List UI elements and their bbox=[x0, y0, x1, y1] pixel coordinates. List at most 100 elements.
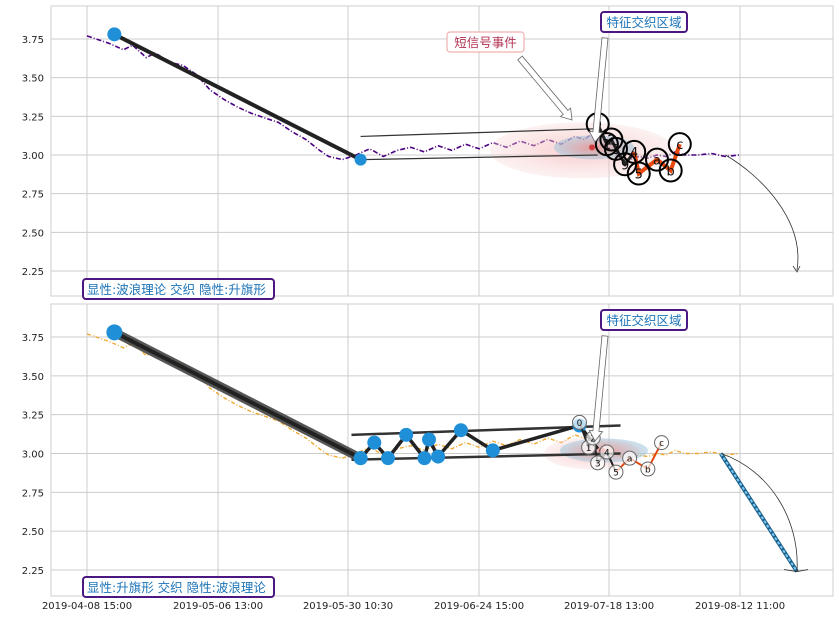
flag-lower-line bbox=[351, 452, 621, 461]
bottom-y-tick-labels: 2.25 2.50 2.75 3.00 3.25 3.50 3.75 bbox=[22, 333, 44, 577]
flag-upper-line bbox=[360, 128, 598, 138]
wave-impulse-path bbox=[596, 123, 636, 168]
wave-label-circle bbox=[599, 444, 615, 460]
wave-label-circle bbox=[571, 414, 587, 430]
caption-text: 显性:波浪理论 交织 隐性:升旗形 bbox=[87, 282, 266, 297]
wave-label-circle bbox=[608, 464, 624, 480]
projection-curve bbox=[725, 154, 799, 271]
wave-label-2: 2 bbox=[607, 134, 615, 149]
wave-correction-path bbox=[615, 442, 663, 473]
annotation-arrow bbox=[588, 335, 609, 442]
wave-label-circle bbox=[654, 435, 670, 451]
wave-label-2: 2 bbox=[590, 434, 596, 444]
annotation-arrow bbox=[517, 55, 573, 121]
y-tick-label: 3.00 bbox=[22, 450, 44, 461]
flag-marker bbox=[422, 432, 436, 447]
flag-marker bbox=[453, 423, 468, 438]
wave-label-1: 1 bbox=[586, 444, 592, 454]
wave-end-marker bbox=[354, 153, 367, 166]
y-tick-label: 3.25 bbox=[22, 411, 44, 422]
wave-label-circle bbox=[622, 450, 638, 466]
wave-end-marker bbox=[353, 451, 368, 466]
annotation-box bbox=[446, 31, 525, 53]
annotation-box bbox=[600, 309, 688, 331]
flag-marker bbox=[417, 451, 432, 466]
wave-start-marker bbox=[106, 324, 123, 341]
y-tick-label: 3.75 bbox=[22, 333, 44, 344]
y-tick-label: 2.50 bbox=[22, 228, 44, 239]
ellipse-center-dot bbox=[589, 144, 595, 151]
wave-label-circle bbox=[658, 158, 683, 183]
x-tick-label: 2019-06-24 15:00 bbox=[434, 601, 524, 612]
y-tick-label: 2.75 bbox=[22, 488, 44, 499]
top-elliptic-wave: 0123945abc bbox=[585, 112, 692, 186]
wave-label-4: 4 bbox=[604, 448, 610, 458]
wave-label-3: 3 bbox=[595, 459, 601, 469]
wave-label-a: a bbox=[627, 455, 633, 465]
bottom-pattern-lines bbox=[106, 324, 621, 466]
wave-correction-path bbox=[632, 143, 682, 178]
projection-arrowhead bbox=[783, 569, 809, 572]
projection-arrowhead bbox=[792, 265, 801, 273]
annotation-box bbox=[600, 11, 688, 33]
wave-label-circle bbox=[626, 161, 651, 186]
top-plot-area bbox=[50, 5, 834, 297]
y-tick-label: 2.25 bbox=[22, 267, 44, 278]
y-tick-label: 3.50 bbox=[22, 372, 44, 383]
projection-line bbox=[719, 452, 798, 573]
wave-trend-line bbox=[113, 32, 362, 162]
y-tick-label: 3.25 bbox=[22, 112, 44, 123]
wave-label-c: c bbox=[676, 138, 683, 153]
feature-region-label: 特征交织区域 bbox=[606, 15, 681, 30]
wave-label-circle bbox=[667, 132, 692, 157]
wave-label-9: 9 bbox=[621, 158, 629, 173]
y-tick-label: 3.75 bbox=[22, 35, 44, 46]
annotation-arrow bbox=[588, 37, 609, 143]
caption-text: 显性:升旗形 交织 隐性:波浪理论 bbox=[87, 580, 266, 595]
caption-box bbox=[82, 278, 275, 300]
y-tick-label: 3.00 bbox=[22, 151, 44, 162]
wave-label-5: 5 bbox=[635, 168, 643, 183]
top-pattern-lines bbox=[107, 27, 598, 166]
wave-trend-line bbox=[113, 330, 362, 460]
wave-label-3: 3 bbox=[612, 143, 620, 158]
top-grid bbox=[51, 6, 833, 296]
top-y-tick-labels: 2.25 2.50 2.75 3.00 3.25 3.50 3.75 bbox=[22, 35, 44, 278]
x-tick-label: 2019-07-18 13:00 bbox=[564, 601, 654, 612]
x-tick-labels: 2019-04-08 15:00 2019-05-06 13:00 2019-05-… bbox=[42, 601, 785, 612]
wave-label-b: b bbox=[667, 164, 675, 179]
wave-label-4: 4 bbox=[630, 146, 638, 161]
wave-label-0: 0 bbox=[577, 419, 583, 429]
wave-start-marker bbox=[107, 27, 122, 42]
top-panel: 2.252.502.753.003.253.503.75 0123945abc … bbox=[22, 5, 834, 300]
flag-marker bbox=[485, 443, 500, 458]
projection-curve bbox=[720, 453, 798, 572]
bottom-panel: 2.25 2.50 2.75 3.00 3.25 3.50 3.75 0 12 34 5a b c 特… bbox=[22, 303, 834, 598]
feature-region-label: 特征交织区域 bbox=[606, 313, 681, 328]
x-tick-label: 2019-05-30 10:30 bbox=[303, 601, 393, 612]
wave-label-circle bbox=[590, 455, 606, 471]
short-signal-label: 短信号事件 bbox=[454, 35, 517, 50]
wave-label-c: c bbox=[659, 439, 664, 449]
flag-marker bbox=[367, 435, 382, 450]
x-tick-label: 2019-08-12 11:00 bbox=[695, 601, 785, 612]
y-tick-label: 3.50 bbox=[22, 74, 44, 85]
flag-lower-line bbox=[360, 154, 598, 161]
flag-marker bbox=[380, 451, 395, 466]
caption-box bbox=[82, 576, 275, 598]
x-tick-label: 2019-04-08 15:00 bbox=[42, 601, 132, 612]
flag-marker bbox=[431, 449, 446, 464]
bottom-elliptic-wave: 0 12 34 5a b c bbox=[571, 414, 670, 480]
wave-label-circle bbox=[613, 152, 638, 177]
wave-label-b: b bbox=[645, 466, 651, 476]
flag-marker bbox=[399, 427, 414, 442]
y-tick-label: 2.50 bbox=[22, 527, 44, 538]
y-tick-label: 2.25 bbox=[22, 566, 44, 577]
y-tick-label: 2.75 bbox=[22, 190, 44, 201]
wave-label-a: a bbox=[653, 154, 661, 169]
wave-label-circle bbox=[640, 461, 656, 477]
wave-label-5: 5 bbox=[613, 469, 619, 479]
